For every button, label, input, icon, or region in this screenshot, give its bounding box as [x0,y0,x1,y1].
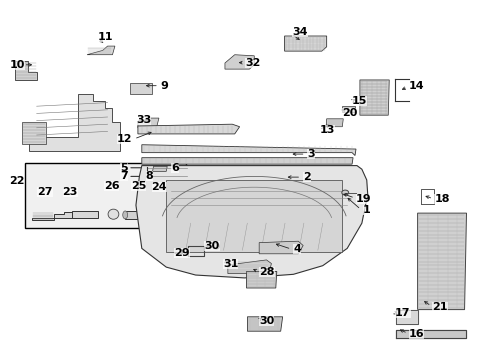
Text: 31: 31 [223,258,238,269]
Polygon shape [395,330,465,338]
Polygon shape [284,36,326,51]
Text: 30: 30 [259,316,274,326]
Polygon shape [395,310,417,324]
Polygon shape [166,180,342,252]
Polygon shape [22,122,46,144]
Text: 13: 13 [319,125,334,135]
Text: 11: 11 [98,32,113,42]
Polygon shape [150,212,176,218]
Bar [25,163,185,228]
Text: 3: 3 [306,149,314,159]
Text: 24: 24 [151,182,167,192]
Text: 14: 14 [408,81,424,91]
Polygon shape [72,211,98,218]
Text: 20: 20 [342,108,357,118]
Text: 16: 16 [408,329,424,339]
Text: 32: 32 [245,58,260,68]
Polygon shape [130,83,151,94]
Text: 29: 29 [174,248,189,258]
Text: 1: 1 [362,204,370,215]
Text: 25: 25 [131,181,146,191]
Ellipse shape [122,211,127,219]
Polygon shape [138,124,239,134]
Polygon shape [247,317,282,331]
Polygon shape [246,271,276,288]
Polygon shape [32,212,76,220]
Text: 33: 33 [136,115,151,125]
Text: 27: 27 [37,186,53,197]
Text: 30: 30 [204,241,219,251]
Polygon shape [326,119,343,127]
Text: 17: 17 [394,308,410,318]
Polygon shape [136,166,367,278]
Polygon shape [15,61,37,80]
Text: 2: 2 [303,172,310,182]
Text: 26: 26 [103,181,119,191]
Text: 21: 21 [431,302,447,312]
Polygon shape [152,166,167,171]
Polygon shape [125,211,146,219]
Polygon shape [142,158,352,164]
Polygon shape [227,260,271,274]
Polygon shape [417,213,466,310]
Text: 34: 34 [292,27,307,37]
Text: 8: 8 [145,171,153,181]
Polygon shape [224,55,254,69]
Ellipse shape [212,243,219,249]
Polygon shape [359,80,388,115]
Polygon shape [142,145,355,156]
Ellipse shape [108,209,119,219]
Text: 6: 6 [171,163,179,173]
Text: 9: 9 [160,81,168,91]
Polygon shape [87,46,115,55]
Text: 10: 10 [10,60,25,70]
Polygon shape [29,94,120,151]
Text: 4: 4 [293,244,301,254]
Text: 19: 19 [355,194,371,204]
Polygon shape [259,241,303,254]
Text: 7: 7 [120,171,128,181]
Text: 23: 23 [62,186,78,197]
Ellipse shape [341,190,348,195]
Text: 15: 15 [351,96,366,106]
Text: 12: 12 [116,134,132,144]
Polygon shape [342,106,354,112]
Text: 28: 28 [259,267,274,277]
Polygon shape [138,118,159,128]
Text: 22: 22 [9,176,24,186]
Text: 5: 5 [120,163,128,173]
Text: 18: 18 [433,194,449,204]
